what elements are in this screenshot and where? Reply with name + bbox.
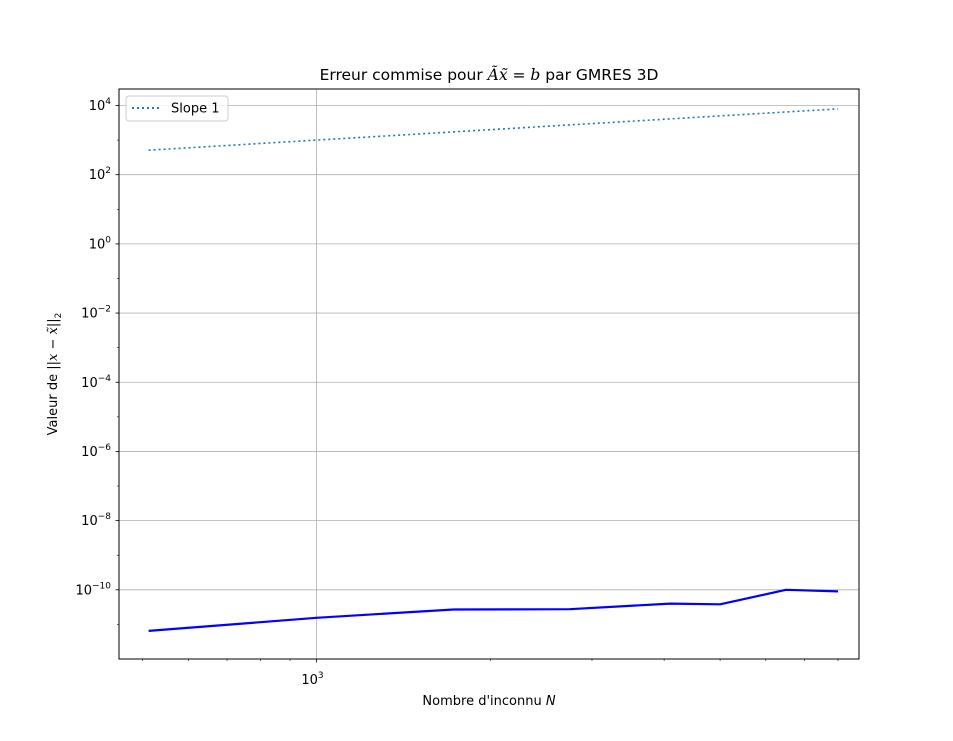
y-tick-label-base: 10 <box>81 376 98 391</box>
y-tick-label: 104 <box>89 97 112 114</box>
plot-area-frame <box>118 88 860 660</box>
y-tick-label: 10−6 <box>81 443 111 460</box>
y-tick-label-base: 10 <box>75 583 92 598</box>
y-tick-label: 102 <box>89 166 111 183</box>
y-tick-label-exponent: 0 <box>105 235 111 245</box>
series-layer <box>148 108 839 632</box>
y-tick-label-exponent: 4 <box>105 97 111 107</box>
x-axis-label: Nombre d'inconnu N <box>422 694 555 709</box>
chart-title: Erreur commise pour Ãx̃ = b par GMRES 3D <box>320 66 659 84</box>
y-tick-label-base: 10 <box>81 514 98 529</box>
y-tick-label: 10−4 <box>81 374 111 391</box>
y-tick-label: 10−2 <box>81 305 111 322</box>
legend-label-slope-1: Slope 1 <box>171 102 219 117</box>
y-tick-label-base: 10 <box>89 237 106 252</box>
legend: Slope 1 <box>125 95 229 122</box>
y-axis-label: Valeur de ||x − x̃||2 <box>46 313 64 436</box>
y-tick-label-exponent: −2 <box>98 305 111 315</box>
y-tick-label-exponent: −6 <box>98 443 112 453</box>
y-tick-label-base: 10 <box>89 168 106 183</box>
y-tick-label-exponent: −10 <box>92 581 111 591</box>
series-line-slope-1 <box>148 108 839 151</box>
y-tick-label: 10−8 <box>81 512 111 529</box>
y-tick-label-exponent: 2 <box>105 166 111 176</box>
x-tick-label-exponent: 3 <box>318 671 324 681</box>
y-tick-label-base: 10 <box>89 99 106 114</box>
y-tick-label-base: 10 <box>81 307 98 322</box>
y-tick-label: 100 <box>89 235 112 252</box>
x-tick-label: 103 <box>301 671 323 688</box>
grid-lines <box>119 89 859 659</box>
axis-ticks <box>115 105 839 663</box>
series-line-error <box>148 588 839 632</box>
y-tick-label: 10−10 <box>75 581 111 598</box>
y-tick-label-exponent: −8 <box>98 512 112 522</box>
legend-box <box>125 95 229 122</box>
y-tick-label-base: 10 <box>81 445 98 460</box>
y-tick-label-exponent: −4 <box>98 374 112 384</box>
x-tick-label-base: 10 <box>301 673 318 688</box>
